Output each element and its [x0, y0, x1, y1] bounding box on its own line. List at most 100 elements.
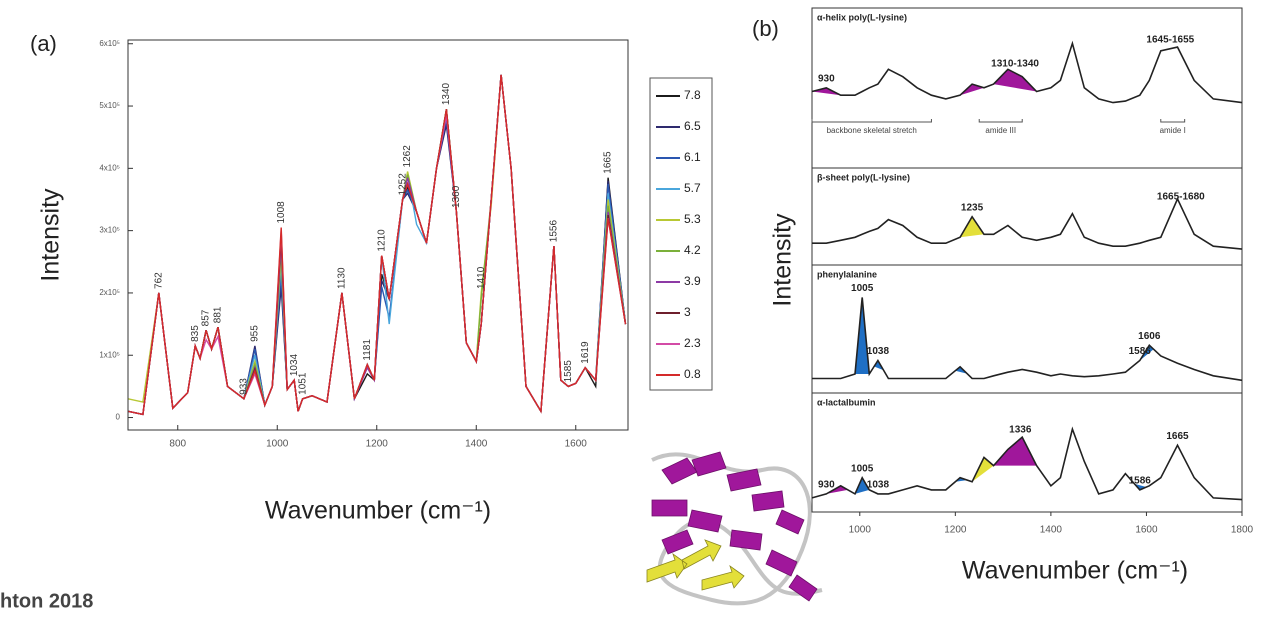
subplot-title: α-helix poly(L-lysine): [817, 12, 907, 22]
peak-label: 1619: [580, 341, 591, 364]
protein-structure: [646, 451, 823, 606]
y-tick-label: 4x10⁵: [99, 163, 120, 172]
peak-label: 1262: [402, 145, 413, 168]
y-tick-label: 5x10⁵: [99, 101, 120, 110]
y-tick-label: 2x10⁵: [99, 288, 120, 297]
peak-annotation: 1310-1340: [991, 59, 1039, 70]
x-tick-label: 1600: [1135, 525, 1158, 536]
peak-label: 1252: [397, 173, 408, 196]
y-axis-title: Intensity: [37, 188, 65, 282]
legend-box: [649, 77, 713, 391]
y-tick-label: 3x10⁵: [99, 226, 120, 235]
peak-label: 1008: [276, 201, 287, 224]
peak-label: 1130: [337, 267, 348, 289]
peak-label: 881: [213, 306, 224, 323]
region-label: amide III: [985, 126, 1016, 135]
region-bracket: [811, 119, 932, 123]
y-tick-label: 0: [116, 413, 121, 422]
y-tick-label: 1x10⁵: [99, 350, 120, 359]
shaded-band: [993, 69, 1037, 92]
peak-annotation: 930: [818, 73, 835, 84]
subplot-title: α-lactalbumin: [817, 397, 876, 407]
peak-annotation: 1586: [1129, 346, 1152, 357]
legend-label: 0.8: [684, 367, 701, 381]
x-axis-title: Wavenumber (cm⁻¹): [962, 557, 1188, 585]
shaded-band: [855, 477, 870, 494]
spectrum-line: [812, 196, 1243, 250]
peak-label: 762: [153, 272, 164, 289]
x-tick-label: 1000: [849, 525, 872, 536]
peak-label: 1210: [376, 229, 387, 252]
peak-label: 1410: [476, 266, 487, 289]
peak-label: 1585: [563, 360, 574, 383]
peak-label: 955: [250, 325, 261, 342]
shaded-band: [855, 297, 870, 374]
region-bracket: [978, 119, 1023, 123]
x-axis-title: Wavenumber (cm⁻¹): [265, 497, 491, 525]
x-tick-label: 1400: [465, 439, 488, 450]
plot-area: [128, 74, 627, 416]
shaded-band: [960, 84, 984, 96]
panel-label: (b): [752, 16, 779, 41]
credit: hton 2018: [0, 590, 93, 612]
plot-frame: [127, 39, 629, 431]
peak-annotation: 1606: [1138, 331, 1161, 342]
peak-annotation: 1645-1655: [1146, 34, 1194, 45]
x-tick-label: 1400: [1040, 525, 1063, 536]
peak-label: 835: [190, 325, 201, 342]
peak-label: 1181: [362, 339, 373, 361]
legend-label: 6.1: [684, 150, 701, 164]
peak-label: 1556: [549, 220, 560, 243]
peak-label: 1360: [451, 185, 462, 208]
peak-annotation: 1038: [867, 346, 890, 357]
spectrum-line: [811, 426, 1243, 501]
peak-annotation: 1005: [851, 283, 874, 294]
legend-label: 3: [684, 305, 691, 319]
x-tick-label: 1600: [565, 439, 588, 450]
x-tick-label: 1000: [266, 439, 289, 450]
peak-label: 1034: [289, 353, 300, 376]
y-tick-label: 6x10⁵: [99, 39, 120, 48]
legend-label: 4.2: [684, 243, 701, 257]
peak-annotation: 1005: [851, 463, 874, 474]
legend-label: 5.3: [684, 212, 701, 226]
peak-label: 857: [201, 309, 212, 326]
panel-label: (a): [30, 31, 57, 56]
peak-annotation: 1665: [1166, 431, 1189, 442]
shaded-band: [993, 437, 1037, 466]
x-tick-label: 1200: [944, 525, 967, 536]
x-tick-label: 1200: [366, 439, 389, 450]
shaded-band: [972, 457, 994, 482]
spectrum-line: [811, 40, 1243, 104]
peak-annotation: 1336: [1009, 424, 1032, 435]
peak-annotation: 1038: [867, 480, 890, 491]
subplot-title: phenylalanine: [817, 269, 877, 279]
peak-label: 1051: [297, 372, 308, 395]
peak-annotation: 1586: [1129, 475, 1152, 486]
peak-label: 1665: [603, 151, 614, 174]
x-tick-label: 1800: [1231, 525, 1254, 536]
legend-label: 2.3: [684, 336, 701, 350]
peak-annotation: 1665-1680: [1157, 192, 1205, 203]
peak-label: 933: [239, 378, 250, 395]
shaded-band: [1134, 483, 1147, 490]
region-label: amide I: [1160, 126, 1186, 135]
peak-label: 1340: [441, 82, 452, 105]
legend-label: 6.5: [684, 119, 701, 133]
spectrum-line: [128, 74, 627, 416]
shaded-band: [955, 477, 968, 482]
legend-label: 3.9: [684, 274, 701, 288]
subplot-title: β-sheet poly(L-lysine): [817, 172, 910, 182]
peak-annotation: 930: [818, 480, 835, 491]
shaded-band: [826, 485, 848, 494]
region-label: backbone skeletal stretch: [827, 126, 917, 135]
region-bracket: [1160, 119, 1186, 123]
shaded-band: [960, 216, 984, 238]
legend-label: 7.8: [684, 88, 701, 102]
legend-label: 5.7: [684, 181, 701, 195]
spectrum-line: [812, 297, 1243, 382]
x-tick-label: 800: [169, 439, 186, 450]
